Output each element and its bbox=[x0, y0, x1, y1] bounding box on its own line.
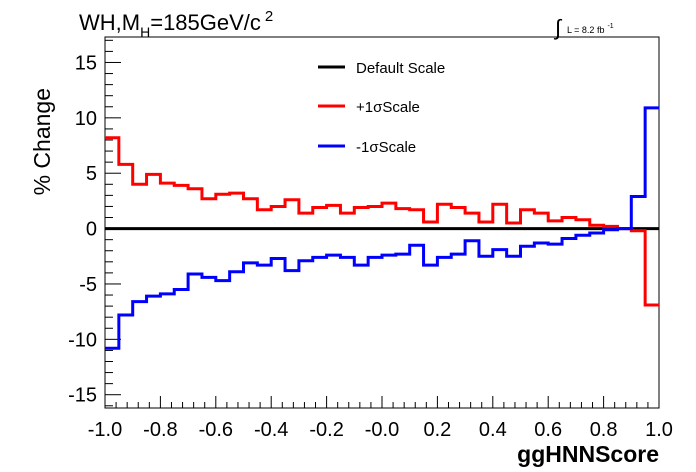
x-tick-label: -0.8 bbox=[143, 419, 177, 441]
plot-frame bbox=[104, 36, 660, 409]
x-tick-label: -0.0 bbox=[365, 419, 399, 441]
luminosity-label: L = 8.2 fb -1 bbox=[567, 23, 614, 35]
x-tick-label: -0.2 bbox=[309, 419, 343, 441]
chart-title: WH,MH=185GeV/c 2 bbox=[79, 8, 273, 40]
legend-label-default: Default Scale bbox=[356, 60, 445, 77]
x-tick-label: 0.4 bbox=[479, 419, 507, 441]
x-tick-label: 0.2 bbox=[423, 419, 451, 441]
x-tick-label: -0.4 bbox=[254, 419, 288, 441]
y-tick-label: -10 bbox=[68, 329, 97, 351]
x-tick-label: 1.0 bbox=[645, 419, 673, 441]
y-tick-label: -5 bbox=[79, 274, 97, 296]
y-tick-label: 0 bbox=[86, 219, 97, 241]
x-tick-label: 0.6 bbox=[534, 419, 562, 441]
series-line-2 bbox=[105, 106, 659, 350]
legend-label-minus1sigma: -1σScale bbox=[356, 139, 416, 156]
legend-label-plus1sigma: +1σScale bbox=[356, 99, 420, 116]
x-tick-label: -0.6 bbox=[199, 419, 233, 441]
x-tick-label: -1.0 bbox=[88, 419, 122, 441]
x-tick-label: 0.8 bbox=[590, 419, 618, 441]
y-tick-label: 10 bbox=[75, 108, 97, 130]
legend: Default Scale +1σScale -1σScale bbox=[318, 60, 445, 156]
x-axis-title: ggHNNScore bbox=[517, 441, 659, 467]
series-line-1 bbox=[105, 136, 659, 307]
axes: -1.0 -0.8 -0.6 -0.4 -0.2 -0.0 0.2 0.4 0.6 0.8 1.0 -… bbox=[68, 39, 673, 441]
y-tick-label: -15 bbox=[68, 385, 97, 407]
y-tick-label: 5 bbox=[86, 163, 97, 185]
integral-symbol: ∫ bbox=[553, 15, 563, 40]
y-axis-title: % Change bbox=[29, 88, 55, 195]
y-tick-label: 15 bbox=[75, 52, 97, 74]
series-layer bbox=[105, 106, 659, 350]
